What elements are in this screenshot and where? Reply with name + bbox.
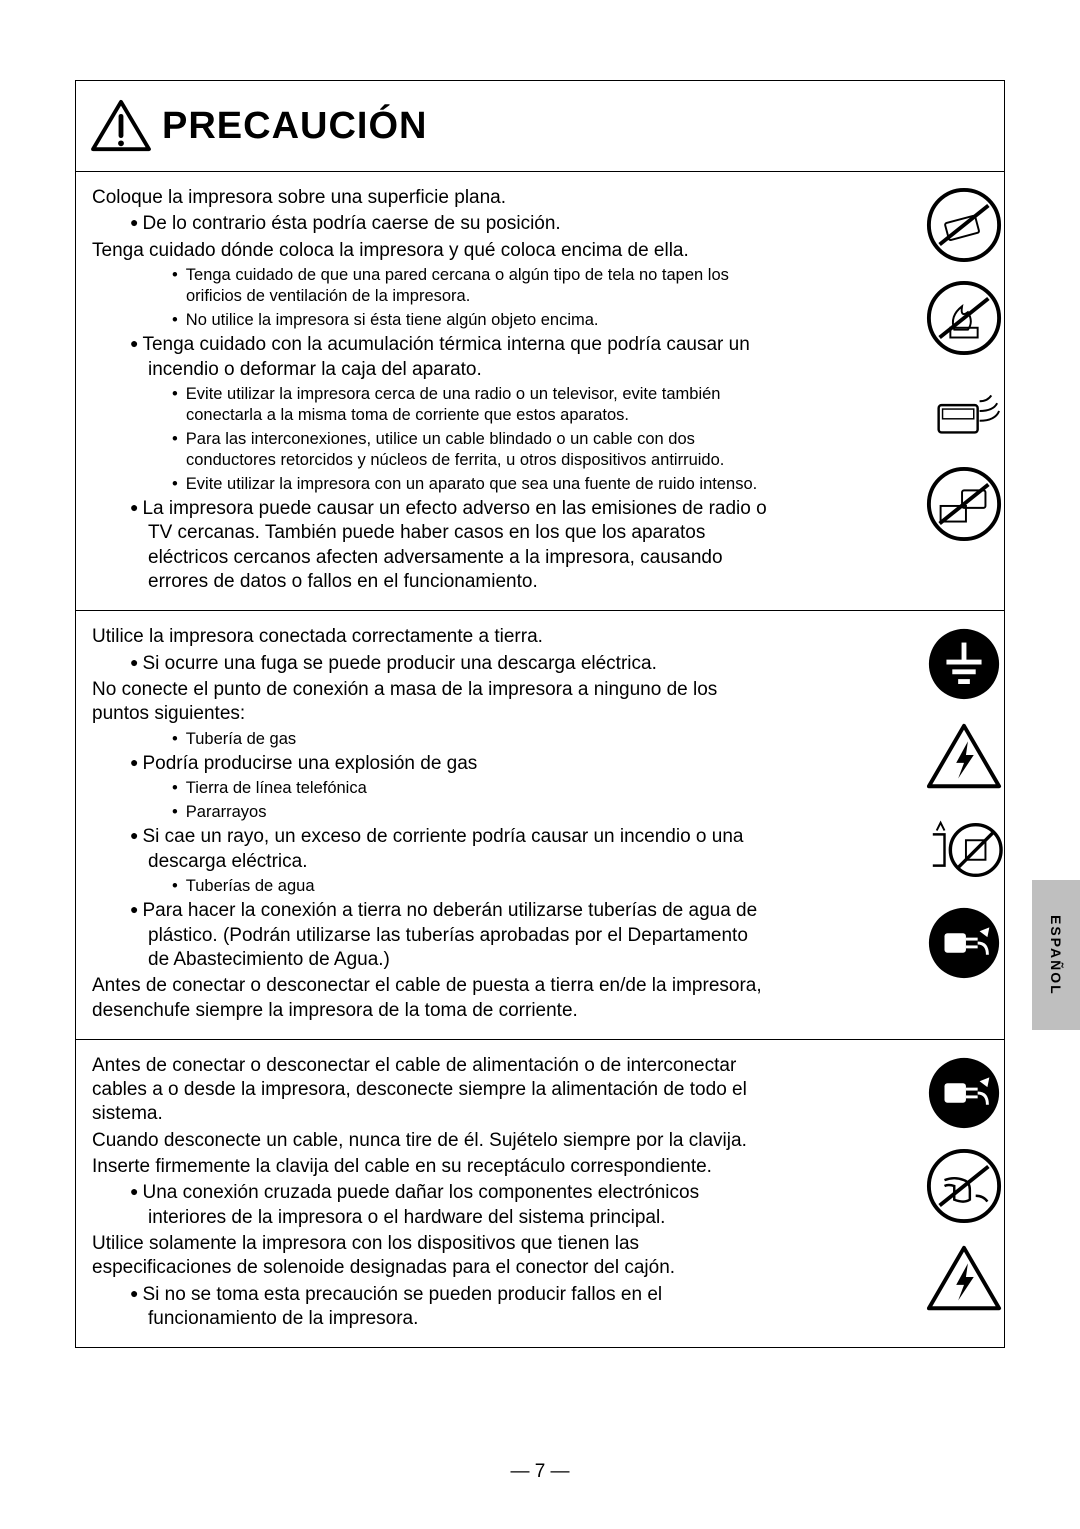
bullet-item: De lo contrario ésta podría caerse de su… [92,212,772,236]
radio-noise-icon [925,372,1003,455]
bullet-item: Para hacer la conexión a tierra no deber… [92,899,772,972]
body-text: Tenga cuidado dónde coloca la impresora … [92,239,772,263]
sub-item: Tubería de gas [92,729,772,750]
section-text: Utilice la impresora conectada correctam… [92,625,772,1023]
caution-section: Utilice la impresora conectada correctam… [76,611,1004,1040]
body-text: Coloque la impresora sobre una superfici… [92,186,772,210]
sub-item: No utilice la impresora si ésta tiene al… [92,310,772,331]
sub-item: Tuberías de agua [92,876,772,897]
section-text: Coloque la impresora sobre una superfici… [92,186,772,594]
body-text: Utilice solamente la impresora con los d… [92,1232,772,1281]
body-text: Antes de conectar o desconectar el cable… [92,974,772,1023]
sub-item: Tierra de línea telefónica [92,778,772,799]
caution-header: PRECAUCIÓN [76,81,1004,172]
sub-item: Pararrayos [92,802,772,823]
section-icons [914,625,1014,987]
shock-warn-icon [925,718,1003,801]
language-tab: ESPAÑOL [1032,880,1080,1030]
body-text: Utilice la impresora conectada correctam… [92,625,772,649]
no-pipes-icon [925,811,1003,894]
body-text: No conecte el punto de conexión a masa d… [92,678,772,727]
bullet-item: Podría producirse una explosión de gas [92,752,772,776]
no-fire-icon [925,279,1003,362]
section-icons [914,186,1014,548]
sub-item: Evite utilizar la impresora con un apara… [92,474,772,495]
bullet-item: Una conexión cruzada puede dañar los com… [92,1181,772,1230]
body-text: Inserte firmemente la clavija del cable … [92,1155,772,1179]
section-icons [914,1054,1014,1323]
sub-item: Evite utilizar la impresora cerca de una… [92,384,772,427]
body-text: Cuando desconecte un cable, nunca tire d… [92,1129,772,1153]
body-text: Antes de conectar o desconectar el cable… [92,1054,772,1127]
no-pull-icon [925,1147,1003,1230]
bullet-item: Si no se toma esta precaución se pueden … [92,1283,772,1332]
shock-warn-icon [925,1240,1003,1323]
caution-section: Coloque la impresora sobre una superfici… [76,172,1004,611]
warning-triangle-icon [90,99,152,153]
caution-section: Antes de conectar o desconectar el cable… [76,1040,1004,1347]
unplug-icon [925,1054,1003,1137]
bullet-item: La impresora puede causar un efecto adve… [92,497,772,594]
no-tv-icon [925,465,1003,548]
sub-item: Para las interconexiones, utilice un cab… [92,429,772,472]
page-frame: PRECAUCIÓN Coloque la impresora sobre un… [75,80,1005,1348]
bullet-item: Tenga cuidado con la acumulación térmica… [92,333,772,382]
language-tab-label: ESPAÑOL [1048,915,1064,996]
bullet-item: Si ocurre una fuga se puede producir una… [92,652,772,676]
sub-item: Tenga cuidado de que una pared cercana o… [92,265,772,308]
page-number: — 7 — [0,1461,1080,1483]
section-text: Antes de conectar o desconectar el cable… [92,1054,772,1331]
no-slope-icon [925,186,1003,269]
caution-title: PRECAUCIÓN [162,105,427,148]
bullet-item: Si cae un rayo, un exceso de corriente p… [92,825,772,874]
unplug-icon [925,904,1003,987]
ground-icon [925,625,1003,708]
